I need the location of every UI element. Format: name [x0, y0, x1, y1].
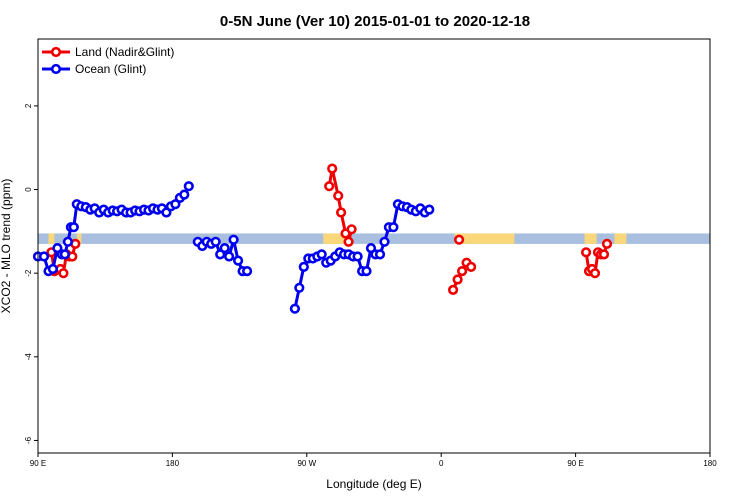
data-point: [343, 236, 354, 247]
data-point: [466, 261, 477, 273]
data-point: [365, 243, 377, 254]
data-point: [224, 251, 235, 262]
legend-swatch-marker: [50, 63, 62, 75]
x-axis-label: Longitude (deg E): [326, 477, 421, 491]
data-point: [242, 266, 253, 277]
data-point: [68, 222, 79, 233]
series-layer: [32, 163, 613, 314]
data-point: [215, 249, 226, 260]
data-point: [316, 249, 327, 260]
y-axis-label: XCO2 - MLO trend (ppm): [0, 179, 13, 314]
land-band-segment: [76, 233, 82, 244]
data-point: [379, 236, 390, 247]
data-point: [228, 234, 239, 245]
data-point: [289, 303, 301, 314]
data-point: [298, 261, 309, 273]
land-band-segment: [323, 233, 351, 244]
x-tick-label: 90 W: [297, 459, 316, 468]
x-tick-label: 90 E: [30, 459, 46, 468]
reference-band: [38, 233, 710, 244]
data-point: [601, 238, 613, 249]
data-point: [580, 247, 592, 258]
plot-frame: [37, 38, 711, 454]
land-band-segment: [454, 233, 515, 244]
data-point: [346, 224, 357, 235]
data-point: [448, 284, 459, 296]
data-point: [361, 266, 372, 277]
data-point: [294, 282, 305, 293]
data-point: [47, 263, 59, 275]
x-tick-label: 180: [166, 459, 180, 468]
y-tick-label: 2: [24, 103, 33, 108]
data-point: [388, 222, 399, 233]
data-point: [324, 181, 335, 192]
series-land: [46, 163, 613, 296]
y-tick-label: -2: [24, 269, 33, 277]
legend: Land (Nadir&Glint) Ocean (Glint): [42, 45, 174, 76]
x-tick-label: 0: [439, 459, 444, 468]
legend-entry: Land (Nadir&Glint): [75, 45, 174, 59]
data-point: [457, 266, 468, 277]
legend-swatch-marker: [50, 46, 62, 58]
ocean-band: [38, 233, 710, 244]
land-band-segment: [614, 233, 627, 244]
data-point: [424, 204, 435, 215]
land-band-segment: [584, 233, 597, 244]
data-point: [327, 163, 338, 174]
y-tick-label: -6: [24, 436, 33, 444]
data-point: [52, 243, 63, 254]
x-axis: 90 E 180 90 W 0 90 E 180: [30, 453, 717, 468]
data-point: [183, 181, 194, 192]
data-point: [589, 268, 601, 279]
data-point: [62, 236, 73, 247]
data-point: [598, 249, 610, 260]
data-point: [336, 207, 347, 218]
data-point: [219, 243, 230, 254]
legend-entry: Ocean (Glint): [75, 62, 146, 76]
land-band-segment: [48, 233, 55, 244]
data-point: [38, 251, 50, 262]
data-point: [352, 251, 363, 262]
series-ocean: [32, 181, 435, 314]
x-tick-label: 90 E: [567, 459, 583, 468]
chart-title: 0-5N June (Ver 10) 2015-01-01 to 2020-12…: [220, 13, 530, 30]
x-tick-label: 180: [703, 459, 717, 468]
data-point: [374, 249, 386, 260]
data-point: [333, 190, 344, 201]
data-point: [210, 236, 221, 247]
data-point: [59, 249, 71, 260]
y-axis: 2 0 -2 -4 -6: [24, 103, 38, 444]
data-point: [233, 255, 244, 266]
data-point: [454, 234, 465, 245]
data-point: [170, 199, 181, 210]
y-tick-label: -4: [24, 353, 33, 361]
y-tick-label: 0: [24, 187, 33, 192]
data-point: [179, 189, 190, 200]
data-point: [58, 268, 69, 279]
data-point: [452, 274, 463, 285]
